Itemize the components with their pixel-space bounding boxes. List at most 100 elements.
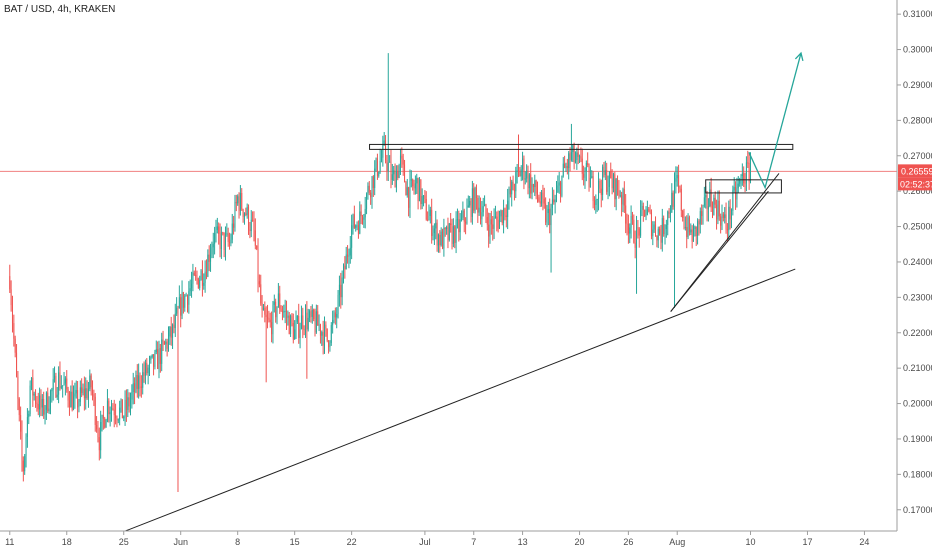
candle-body	[646, 209, 648, 215]
resistance-box[interactable]	[369, 143, 794, 150]
candle-body	[520, 169, 522, 177]
candle-body	[683, 217, 685, 228]
candle-body	[140, 386, 142, 388]
candle-body	[486, 217, 488, 225]
candle-body	[694, 226, 696, 229]
candle-body	[465, 221, 467, 224]
candle-body	[716, 204, 718, 220]
candle-body	[440, 231, 442, 246]
candle-body	[125, 399, 127, 410]
candle-body	[515, 171, 517, 192]
candle-body	[447, 227, 449, 240]
candle-body	[52, 379, 54, 390]
candle-body	[485, 204, 487, 218]
candle-body	[454, 226, 456, 243]
candle-body	[121, 399, 123, 419]
candle-body	[730, 210, 732, 220]
support-box[interactable]	[705, 179, 782, 194]
candle-body	[678, 175, 680, 188]
long-trendline[interactable]	[125, 268, 796, 532]
candle-body	[395, 171, 397, 188]
candle-body	[691, 229, 693, 242]
candle-body	[64, 378, 66, 384]
chart-title: BAT / USD, 4h, KRAKEN	[4, 4, 115, 15]
candle-body	[726, 229, 728, 231]
candle-body	[467, 205, 469, 208]
candle-body	[504, 208, 506, 216]
candle-body	[431, 209, 433, 236]
candle-body	[714, 197, 716, 205]
candle-body	[697, 221, 699, 236]
candle-body	[627, 223, 629, 234]
candle-body	[277, 293, 279, 307]
candle-body	[222, 232, 224, 234]
candle-body	[363, 217, 365, 220]
candle-body	[676, 175, 678, 179]
candle-body	[330, 325, 332, 343]
candle-body	[180, 297, 182, 316]
candle-body	[347, 254, 349, 257]
candle-body	[743, 173, 745, 184]
candle-body	[385, 140, 387, 160]
candle-body	[44, 409, 46, 415]
candle-body	[333, 312, 335, 320]
candle-body	[568, 153, 570, 169]
candle-body	[641, 205, 643, 211]
candle-body	[55, 375, 57, 398]
candle-body	[290, 315, 292, 335]
candle-body	[208, 254, 210, 262]
candle-body	[41, 398, 43, 408]
candle-body	[507, 200, 509, 217]
candle-body	[693, 228, 695, 242]
candle-body	[665, 224, 667, 230]
candle-body	[332, 319, 334, 326]
x-tick-label: 24	[859, 537, 869, 547]
candle-body	[286, 310, 288, 318]
candle-body	[629, 227, 631, 234]
candle-body	[598, 180, 600, 199]
candle-body	[246, 206, 248, 215]
candle-body	[608, 171, 610, 188]
candle-body	[417, 178, 419, 202]
candle-body	[325, 324, 327, 329]
candle-body	[526, 170, 528, 179]
candle-body	[458, 219, 460, 233]
candle-body	[131, 392, 133, 400]
candle-body	[664, 229, 666, 235]
candle-body	[336, 313, 338, 318]
candle-body	[224, 234, 226, 250]
candle-body	[154, 351, 156, 367]
candle-body	[397, 171, 399, 178]
candle-body	[101, 414, 103, 423]
candle-body	[555, 192, 557, 200]
candle-body	[90, 375, 92, 388]
candle-body	[423, 195, 425, 197]
candle-body	[82, 388, 84, 393]
candle-body	[111, 408, 113, 413]
candle-body	[283, 311, 285, 313]
projection-path[interactable]	[748, 52, 802, 190]
candle-body	[210, 254, 212, 262]
candle-body	[159, 348, 161, 364]
x-tick-label: 25	[119, 537, 129, 547]
candle-body	[200, 270, 202, 280]
candle-body	[490, 219, 492, 225]
candle-body	[89, 375, 91, 389]
candle-body	[265, 314, 267, 318]
countdown-label: 02:52:37	[900, 179, 932, 189]
candle-body	[296, 315, 298, 322]
candle-body	[78, 401, 80, 408]
candle-body	[459, 219, 461, 233]
candle-body	[254, 230, 256, 246]
candle-body	[560, 182, 562, 196]
candle-body	[302, 315, 304, 329]
candle-body	[416, 178, 418, 184]
candle-body	[112, 408, 114, 410]
short-trendline-lower[interactable]	[670, 190, 769, 312]
candle-body	[288, 315, 290, 335]
candle-body	[389, 161, 391, 163]
candle-body	[383, 140, 385, 145]
candle-body	[505, 215, 507, 217]
